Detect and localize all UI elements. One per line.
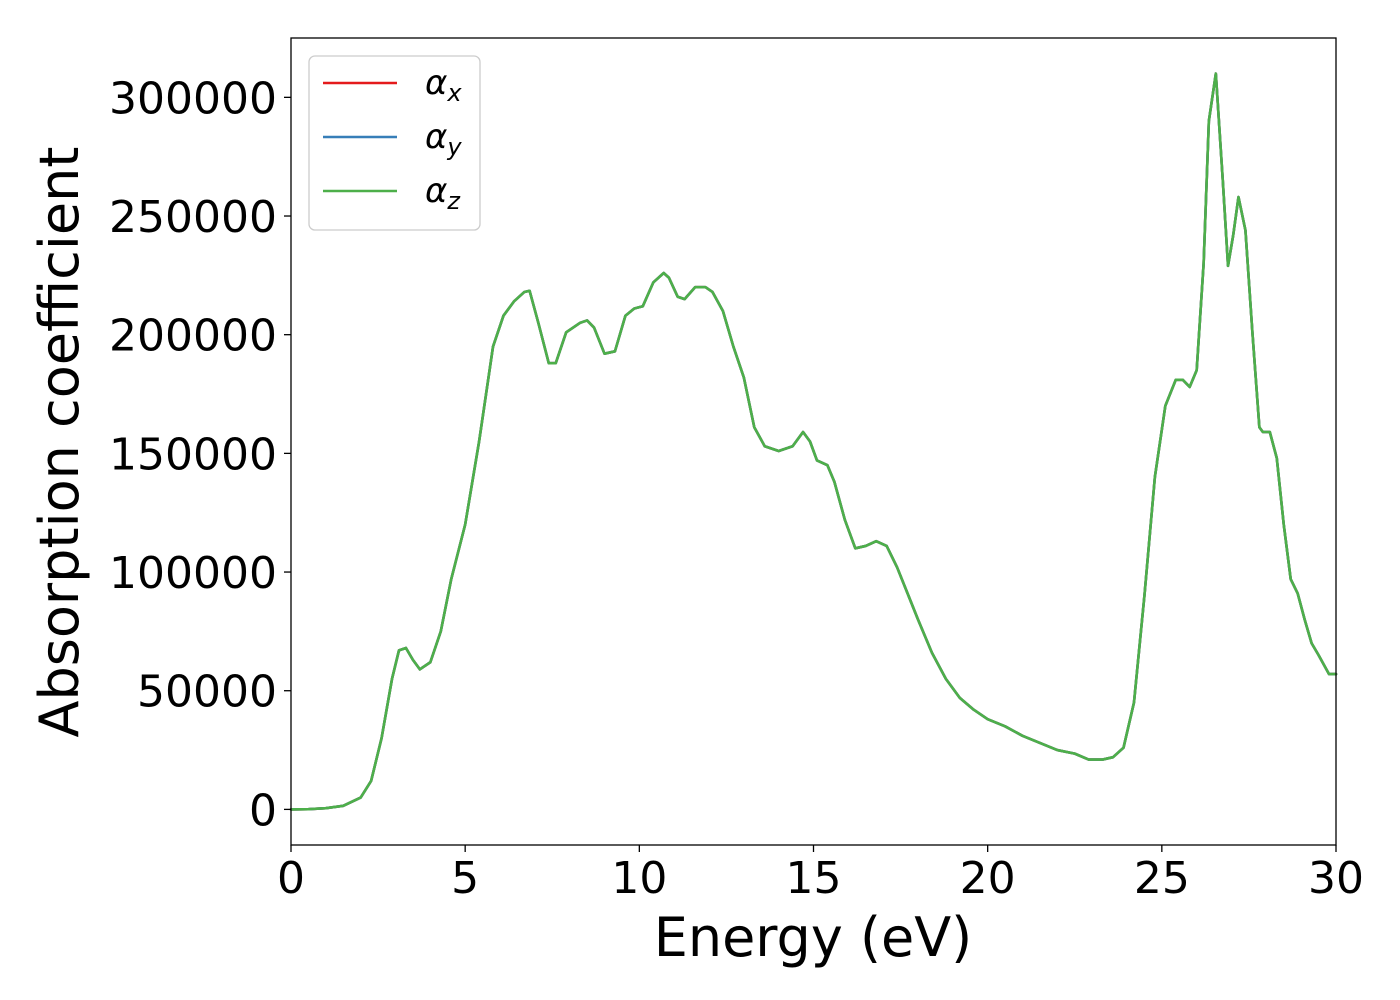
x-tick-label: 0	[277, 853, 305, 904]
legend-label: αx	[425, 63, 462, 107]
series-layer	[289, 72, 1338, 811]
x-tick-label: 10	[611, 853, 667, 904]
x-tick-label: 30	[1308, 853, 1364, 904]
x-tick-label: 15	[786, 853, 842, 904]
legend: αx αy αz	[308, 55, 481, 231]
x-axis: 0 5 10 15 20 25 30	[277, 845, 1364, 904]
legend-label: αy	[425, 117, 462, 161]
y-tick-label: 150000	[109, 429, 277, 480]
y-tick-label: 0	[249, 785, 277, 836]
y-tick-label: 100000	[109, 548, 277, 599]
x-axis-label: Energy (eV)	[654, 906, 973, 969]
x-tick-label: 5	[451, 853, 479, 904]
legend-label: αz	[425, 171, 461, 215]
y-tick-label: 200000	[109, 311, 277, 362]
y-tick-label: 250000	[109, 192, 277, 243]
y-tick-label: 300000	[109, 73, 277, 124]
y-tick-label: 50000	[137, 667, 277, 718]
legend-box	[308, 55, 481, 231]
y-axis-label: Absorption coefficient	[28, 147, 91, 738]
series-line-2	[289, 72, 1338, 811]
x-tick-label: 25	[1134, 853, 1190, 904]
x-tick-label: 20	[960, 853, 1016, 904]
y-axis: 0 50000 100000 150000 200000 250000 300000	[109, 73, 291, 836]
